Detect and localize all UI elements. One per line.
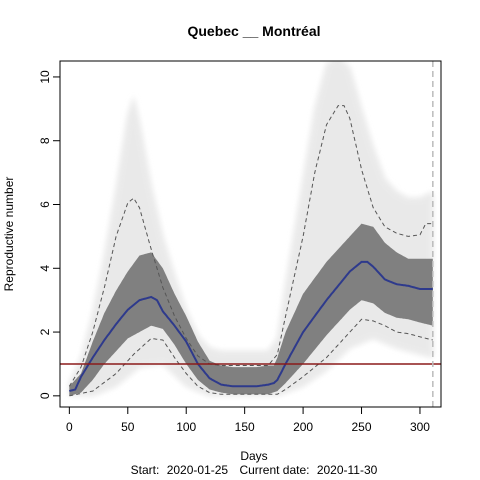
start-date-label: Start: (131, 463, 160, 477)
plot-area (60, 61, 441, 407)
x-tick-label: 300 (410, 420, 430, 434)
current-date: 2020-11-30 (317, 463, 378, 477)
median-line (68, 260, 433, 393)
lower-quantile-line (69, 318, 433, 397)
y-tick-label: 2 (38, 328, 52, 335)
y-tick-label: 4 (38, 265, 52, 272)
y-tick-label: 10 (38, 70, 52, 84)
simulation-core-band (69, 223, 433, 396)
y-axis-label: Reproductive number (2, 177, 16, 292)
x-tick-label: 200 (293, 420, 313, 434)
y-tick-label: 6 (38, 201, 52, 208)
y-axis: 0 2 4 6 8 10 (38, 70, 61, 399)
x-tick-label: 100 (176, 420, 196, 434)
x-tick-label: 250 (352, 420, 372, 434)
x-tick-label: 0 (66, 420, 73, 434)
x-axis-label: Days (240, 449, 267, 463)
date-footer: Start: 2020-01-25 Current date: 2020-11-… (131, 463, 378, 477)
x-axis: 0 50 100 150 200 250 300 (66, 406, 430, 434)
y-tick-label: 0 (38, 392, 52, 399)
upper-quantile-line (68, 105, 433, 387)
x-tick-label: 150 (235, 420, 255, 434)
simulation-cloud-band (69, 61, 433, 396)
y-tick-label: 8 (38, 137, 52, 144)
chart-title: Quebec __ Montréal (187, 23, 320, 39)
current-date-label: Current date: (239, 463, 309, 477)
start-date: 2020-01-25 (167, 463, 229, 477)
x-tick-label: 50 (121, 420, 135, 434)
